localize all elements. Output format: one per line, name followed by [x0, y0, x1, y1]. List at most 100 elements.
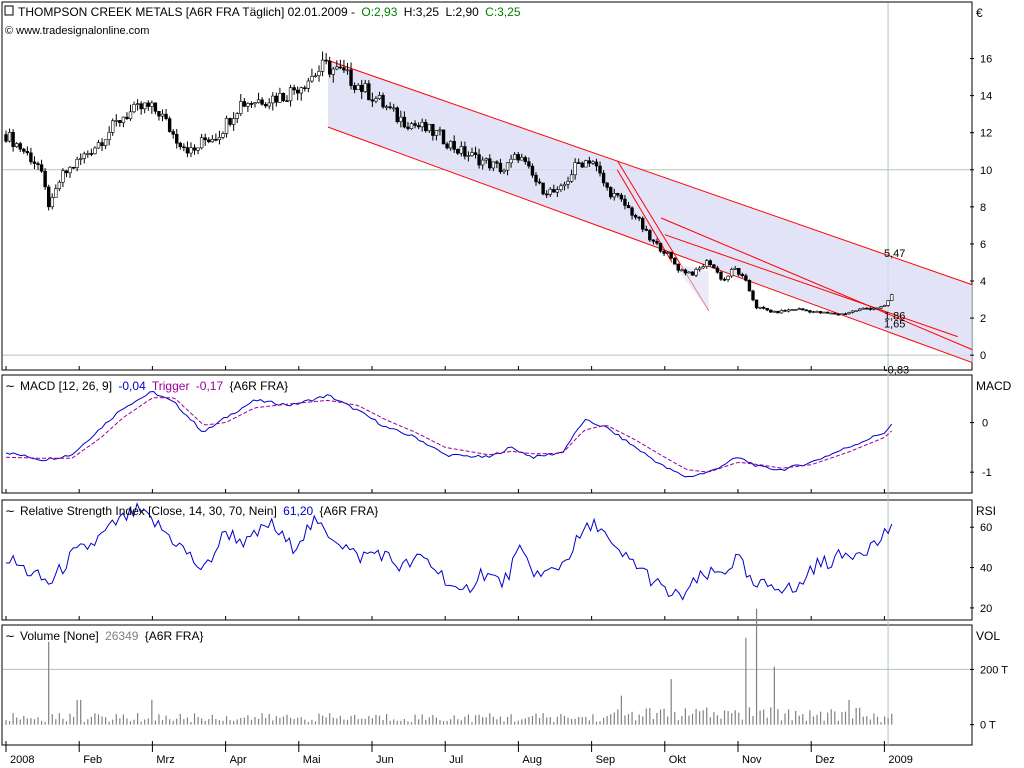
candle-body [801, 308, 805, 311]
candle-body [850, 310, 855, 313]
month-label: Aug [522, 754, 542, 766]
candle-body [705, 260, 709, 267]
candle-body [701, 266, 705, 269]
candle-body [317, 70, 321, 76]
macd-value: -0,04 [118, 379, 146, 393]
candle-body [107, 132, 111, 141]
candle-body [708, 260, 713, 266]
candle-body [413, 123, 417, 126]
candle-body [118, 120, 122, 123]
candle-body [598, 165, 602, 174]
candle-body [804, 309, 809, 312]
candle-body [665, 252, 670, 254]
candle-body [544, 193, 549, 196]
candle-body [384, 106, 389, 109]
volume-header: ∼ Volume [None] 26349 {A6R FRA} VOL [5, 629, 1000, 643]
candle-body [242, 101, 247, 107]
candle-body [260, 99, 264, 105]
candle-body [424, 121, 428, 132]
candle-body [278, 93, 282, 103]
candle-body [758, 306, 762, 309]
candle-body [626, 205, 631, 209]
candle-body [630, 207, 634, 216]
candle-body [54, 188, 58, 198]
candle-body [452, 141, 456, 150]
candle-body [463, 146, 467, 157]
candle-body [719, 272, 723, 280]
candle-body [438, 129, 442, 132]
candle-body [605, 182, 609, 188]
candle-body [676, 263, 680, 271]
candle-body [619, 194, 624, 200]
candle-body [776, 310, 780, 314]
candle-body [46, 186, 51, 208]
source-label: © www.tradesignalonline.com [5, 25, 149, 37]
candle-body [114, 120, 118, 122]
candle-body [327, 60, 332, 75]
candle-body [818, 311, 823, 314]
candle-body [740, 274, 745, 276]
candle-body [569, 174, 574, 182]
candle-body [459, 146, 464, 154]
candle-body [57, 181, 62, 190]
candle-body [146, 102, 150, 107]
trigger-label: Trigger [152, 379, 190, 393]
candle-body [68, 166, 72, 174]
candle-body [623, 198, 627, 206]
month-label: 2009 [888, 754, 912, 766]
candle-body [360, 84, 364, 92]
month-label: Jun [376, 754, 394, 766]
candle-body [164, 113, 168, 119]
candle-body [263, 104, 268, 107]
candle-body [808, 310, 812, 313]
candle-body [335, 66, 339, 70]
rsi-title: Relative Strength Index [Close, 14, 30, … [20, 504, 277, 518]
candle-body [135, 103, 140, 106]
candle-body [342, 67, 346, 71]
candle-body [75, 159, 79, 168]
candle-body [715, 267, 720, 273]
svg-text:Relative Strength Index [Close: Relative Strength Index [Close, 14, 30, … [20, 504, 378, 518]
rsi-line [6, 502, 893, 601]
candle-body [555, 189, 560, 193]
candle-body [171, 131, 175, 135]
volume-panel [1, 624, 973, 746]
candle-body [288, 87, 293, 102]
month-label: Mrz [156, 754, 174, 766]
candle-body [541, 182, 545, 195]
candle-body [811, 311, 816, 313]
candle-body [854, 310, 858, 312]
candle-body [865, 307, 869, 310]
candle-body [128, 111, 133, 120]
candle-body [751, 290, 755, 301]
channel-value-label: 1,86 [884, 311, 905, 323]
candle-body [697, 267, 702, 270]
channel-value-label: -0,83 [884, 365, 909, 377]
price-tick-label: 14 [980, 91, 992, 103]
candle-body [680, 269, 684, 272]
channel-value-label: 5,47 [884, 248, 905, 260]
candle-body [512, 154, 517, 160]
candle-body [427, 123, 431, 132]
candle-body [488, 158, 492, 169]
candle-body [420, 121, 424, 128]
macd-panel [1, 374, 973, 494]
candle-body [256, 99, 261, 103]
candle-body [7, 131, 12, 142]
steep-fill [672, 262, 709, 311]
candle-body [399, 116, 403, 123]
candle-body [111, 120, 115, 133]
candle-body [783, 310, 787, 312]
candle-body [840, 313, 844, 316]
candle-body [239, 101, 243, 114]
candle-body [872, 307, 876, 310]
month-label: Mai [303, 754, 321, 766]
price-tick-label: 12 [980, 128, 992, 140]
volume-wave-icon: ∼ [5, 629, 15, 643]
candle-body [456, 149, 460, 154]
candle-body [150, 102, 154, 107]
candle-body [189, 147, 193, 154]
candle-body [633, 215, 638, 218]
rsi-symbol: {A6R FRA} [320, 504, 379, 518]
